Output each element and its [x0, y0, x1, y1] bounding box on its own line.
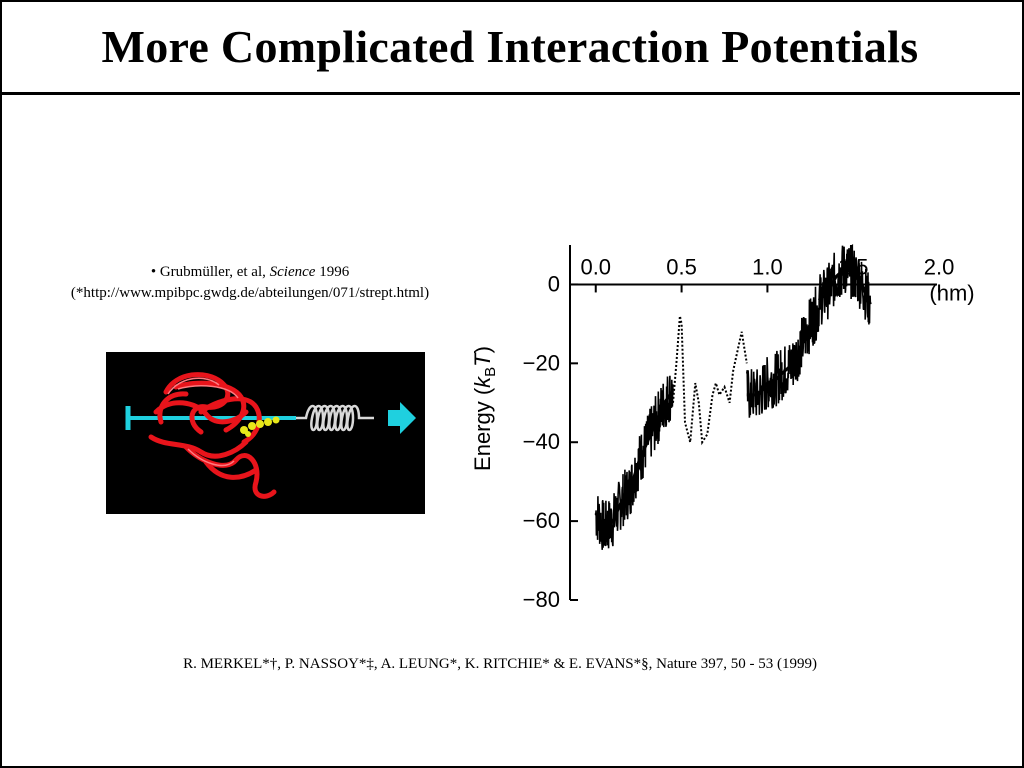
y-tick-label: −60 [523, 508, 560, 533]
chart-labels: 0 −20 −40 −60 −80 0.0 0.5 1.0 1.5 2.0(nm) Energy (… [470, 254, 975, 612]
title-bar: More Complicated Interaction Potentials [0, 0, 1020, 95]
pull-arrow-icon [388, 402, 416, 434]
citation-year: 1996 [319, 264, 350, 280]
bullet: • [150, 264, 157, 280]
x-tick-label: 2.0 [924, 254, 955, 279]
y-tick-label: −40 [523, 429, 560, 454]
protein-ribbon-highlight [167, 377, 239, 467]
protein-simulation-image [106, 352, 425, 514]
slide-title: More Complicated Interaction Potentials [101, 20, 919, 72]
x-axis-unit: (nm) [929, 280, 974, 305]
y-tick-label: −80 [523, 587, 560, 612]
y-tick-label: −20 [523, 350, 560, 375]
x-tick-label: 0.0 [580, 254, 611, 279]
top-citation: • Grubmüller, et al, Science 1996 (*http… [30, 262, 470, 304]
bottom-citation: R. MERKEL*†, P. NASSOY*‡, A. LEUNG*, K. … [183, 656, 817, 672]
spring [296, 404, 374, 432]
y-tick-label: 0 [548, 271, 560, 296]
protein-ribbon [148, 372, 277, 499]
citation-authors: Grubmüller, et al, [159, 264, 266, 280]
chart-series [594, 244, 872, 550]
ligand [240, 416, 280, 437]
series-3-mean-line [817, 266, 872, 305]
citation-journal: Science [269, 264, 316, 280]
x-tick-label: 1.0 [752, 254, 783, 279]
series-0-noisy-trace [595, 375, 674, 550]
x-tick-label: 1.5 [838, 254, 869, 279]
energy-chart: 0 −20 −40 −60 −80 0.0 0.5 1.0 1.5 2.0 (nm) Energy (… [462, 215, 982, 615]
y-axis-label: Energy (kBT) [470, 346, 499, 471]
series-0-mean-line [594, 390, 675, 532]
series-2-mean-line [746, 307, 821, 397]
chart-axes [569, 245, 941, 601]
citation-line-1: • Grubmüller, et al, Science 1996 [30, 262, 470, 283]
citation-url: (*http://www.mpibpc.gwdg.de/abteilungen/… [70, 285, 430, 301]
series-1-dotted-line [672, 315, 748, 446]
series-3-noisy-trace [818, 244, 872, 327]
x-tick-label: 0.5 [666, 254, 697, 279]
series-2-noisy-trace [746, 286, 820, 418]
